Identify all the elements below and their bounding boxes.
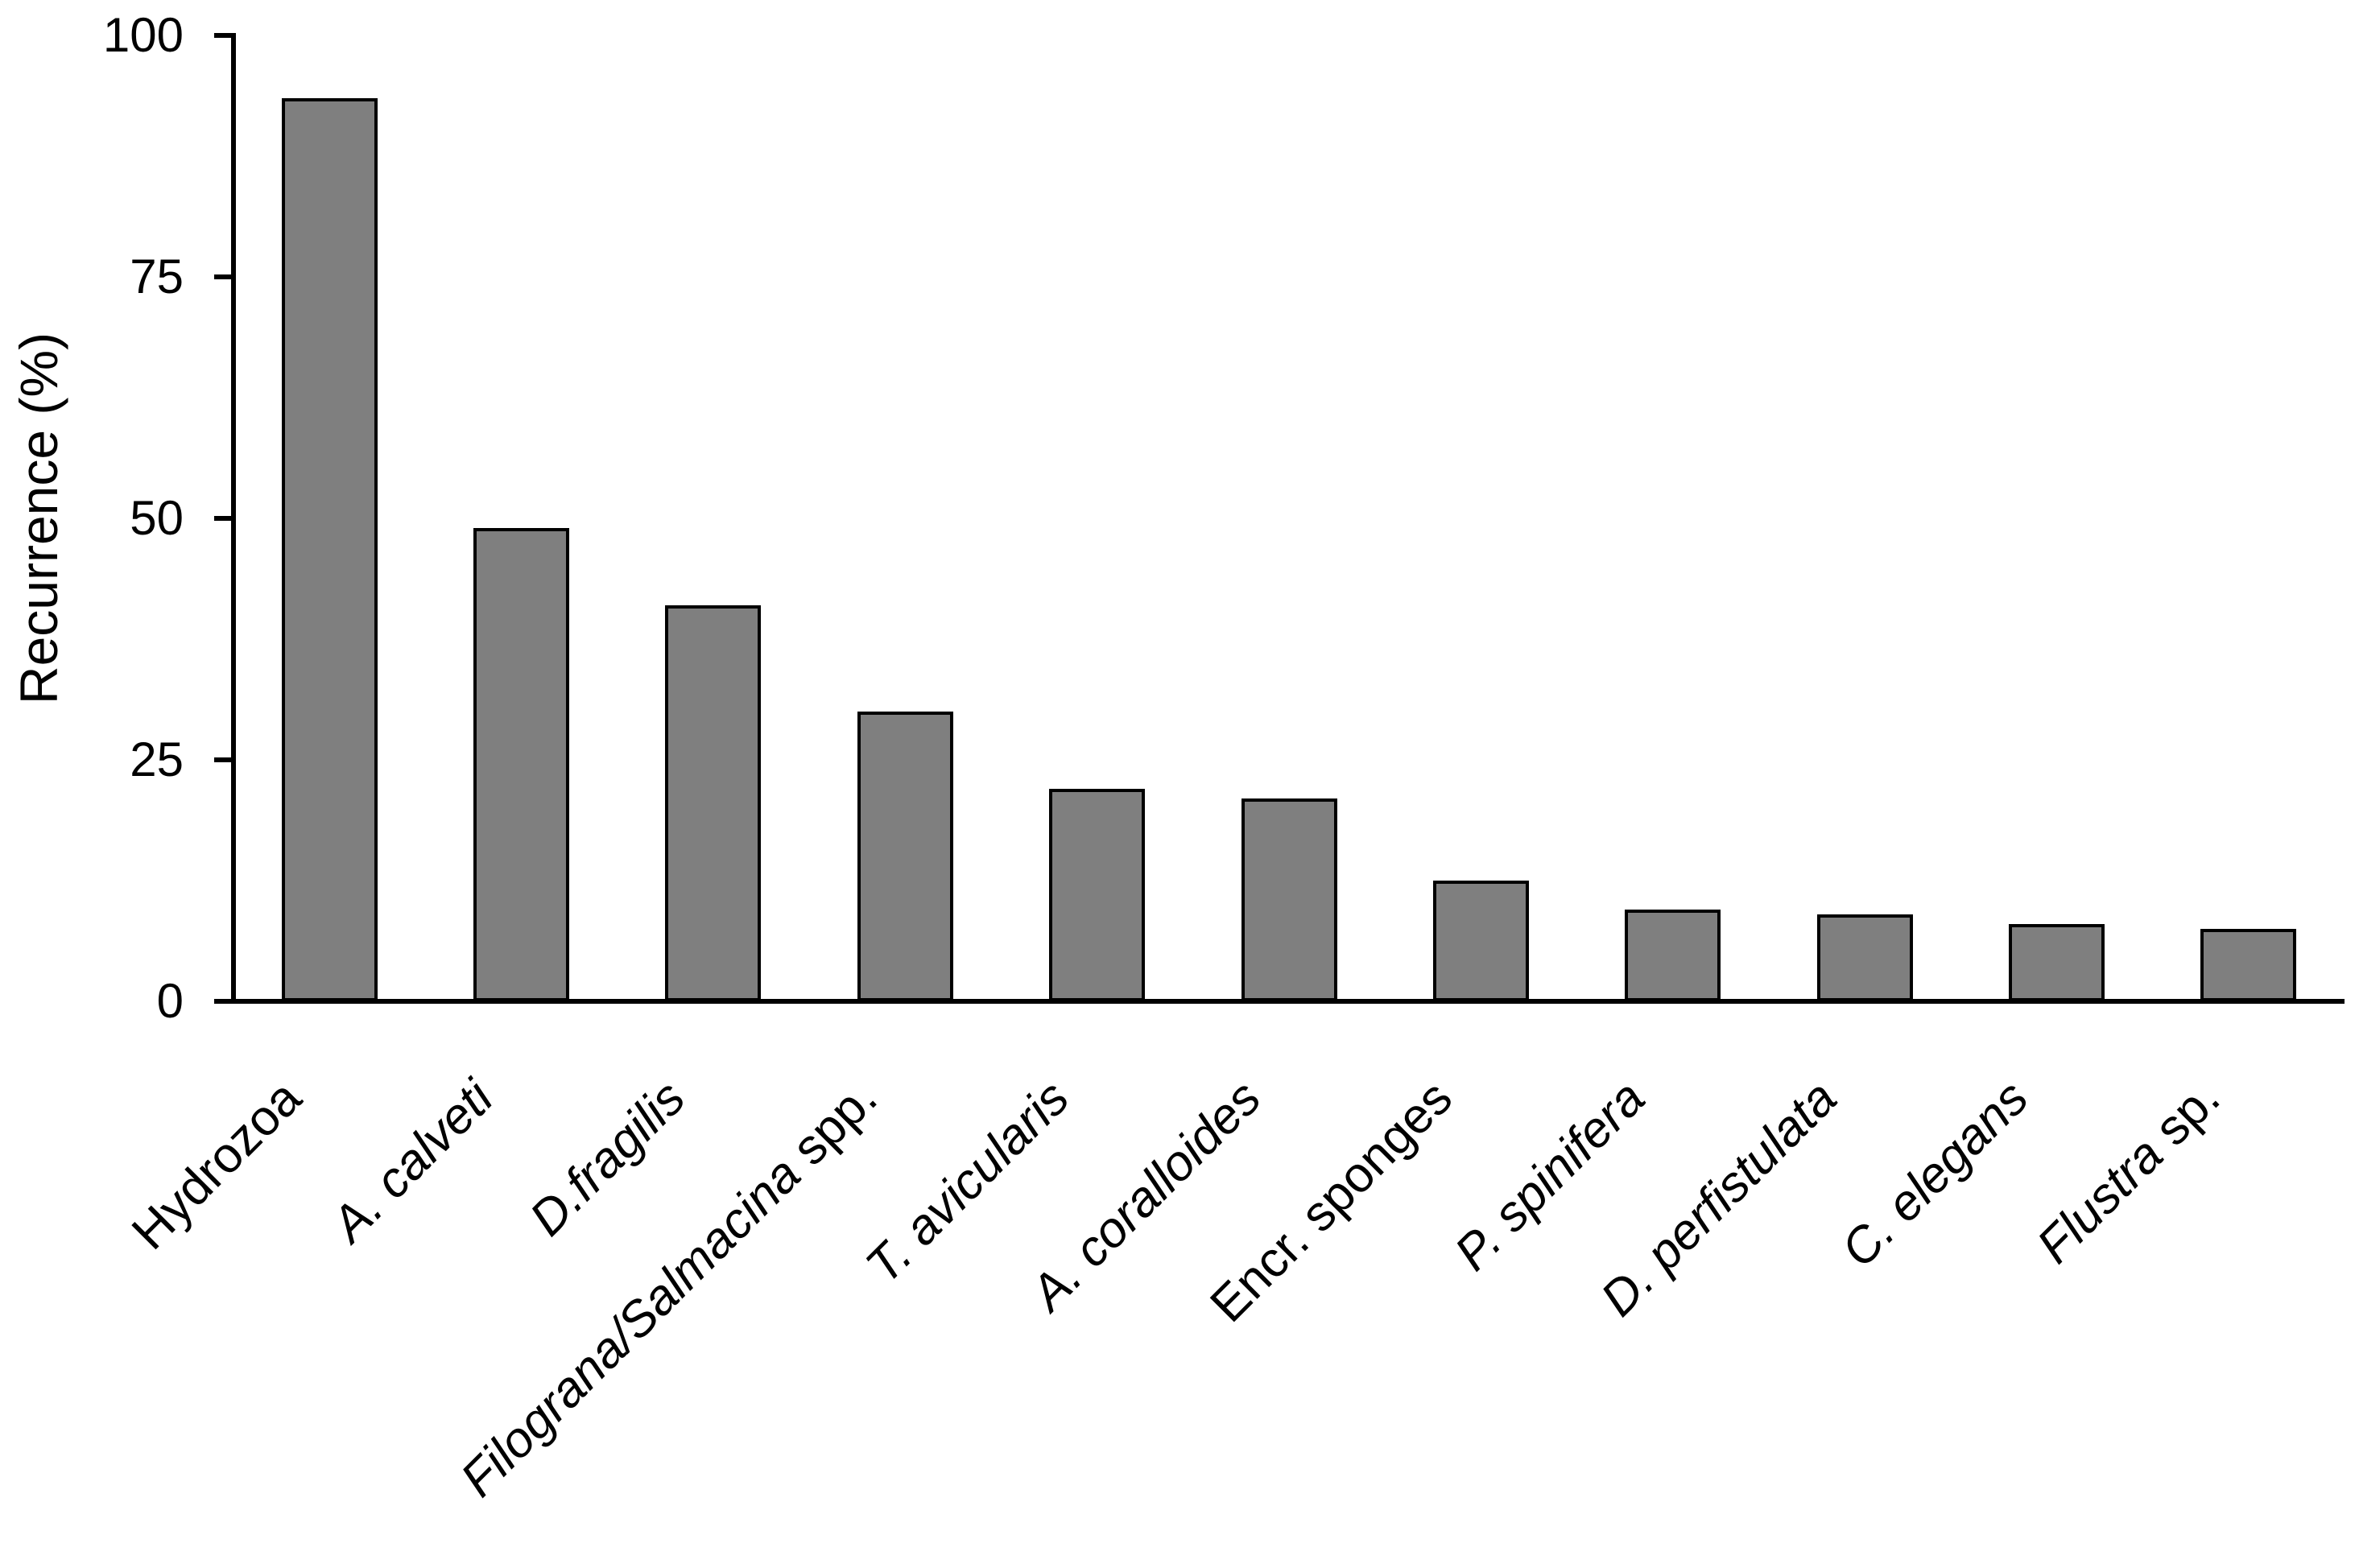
x-axis-label-part: Hydrozoa: [121, 1070, 312, 1261]
x-axis-label-part: P. spinifera: [1444, 1070, 1655, 1281]
x-axis-line: [214, 999, 2345, 1004]
y-axis-tick: [214, 274, 233, 279]
x-axis-label: Hydrozoa: [121, 1070, 312, 1261]
x-axis-label-part: A. calveti: [320, 1070, 504, 1252]
x-axis-label-part: Filograna/Salmacina: [449, 1146, 812, 1508]
bar: [665, 605, 761, 1001]
bar: [1049, 789, 1145, 1001]
x-axis-label: C. elegans: [1831, 1070, 2039, 1278]
x-axis-label: Filograna/Salmacina spp.: [449, 1070, 887, 1508]
bar: [2200, 929, 2296, 1001]
x-axis-label-part: D.fragilis: [518, 1070, 696, 1247]
bar: [473, 528, 569, 1001]
y-axis-tick-label: 75: [130, 250, 184, 303]
bar: [1817, 914, 1913, 1001]
bar: [1625, 910, 1721, 1001]
x-axis-label: A. calveti: [320, 1070, 504, 1252]
x-axis-label: Flustra sp.: [2026, 1070, 2230, 1274]
x-axis-label-part: C. elegans: [1831, 1070, 2039, 1278]
y-axis-tick: [214, 33, 233, 38]
x-axis-label-part: Flustra: [2026, 1126, 2175, 1274]
bar: [857, 712, 953, 1001]
y-axis-tick-label: 50: [130, 491, 184, 545]
bar: [1241, 798, 1337, 1001]
y-axis-tick: [214, 516, 233, 521]
y-axis-tick-label: 0: [156, 974, 184, 1028]
bar: [1433, 881, 1529, 1001]
y-axis-tick: [214, 757, 233, 762]
y-axis-line: [231, 33, 236, 1004]
y-axis-tick-label: 100: [102, 8, 184, 62]
bar: [282, 98, 378, 1001]
x-axis-label: D.fragilis: [518, 1070, 696, 1247]
bar: [2009, 924, 2105, 1001]
x-axis-label: P. spinifera: [1444, 1070, 1655, 1281]
y-axis-tick: [214, 999, 233, 1004]
y-axis-tick-label: 25: [130, 732, 184, 786]
